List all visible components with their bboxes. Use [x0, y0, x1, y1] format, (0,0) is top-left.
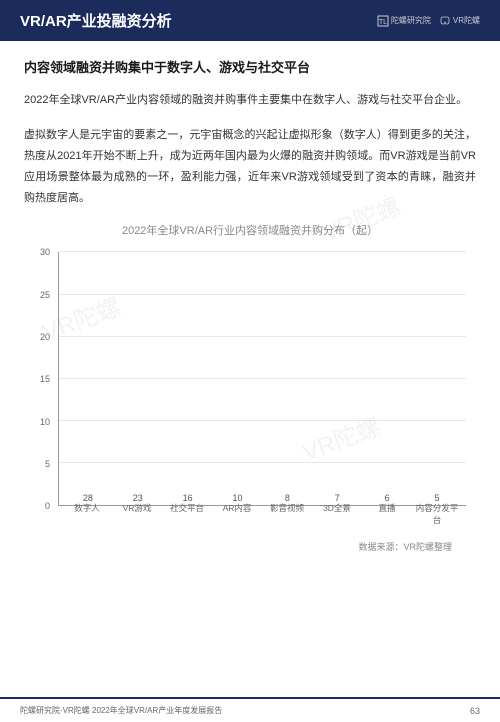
chart-title: 2022年全球VR/AR行业内容领域融资并购分布（起）: [24, 222, 476, 238]
grid-line: [59, 462, 466, 463]
y-tick-label: 30: [40, 247, 50, 257]
content-area: 内容领域融资并购集中于数字人、游戏与社交平台 2022年全球VR/AR产业内容领…: [0, 41, 500, 553]
x-axis-label: 3D全景: [313, 502, 361, 526]
y-tick-label: 20: [40, 332, 50, 342]
y-tick-label: 25: [40, 290, 50, 300]
x-axis-label: VR游戏: [113, 502, 161, 526]
bar-chart: 0 5 10 15 20 25 30 282316108765 数字人VR游戏社交平台AR内…: [34, 246, 466, 536]
chart-plot: 282316108765: [58, 252, 466, 506]
bars-container: 282316108765: [59, 252, 466, 505]
x-axis-label: 社交平台: [163, 502, 211, 526]
header-bar: VR/AR产业投融资分析 TL 陀螺研究院 VR陀螺: [0, 0, 500, 41]
page-title: VR/AR产业投融资分析: [20, 10, 172, 31]
chart-source: 数据来源：VR陀螺整理: [24, 540, 452, 553]
x-axis-label: AR内容: [213, 502, 261, 526]
grid-line: [59, 336, 466, 337]
logo-tuoluo: TL 陀螺研究院: [377, 15, 431, 27]
logo1-text: 陀螺研究院: [391, 15, 431, 26]
logo-tl-icon: TL: [377, 15, 389, 27]
section-subtitle: 内容领域融资并购集中于数字人、游戏与社交平台: [24, 57, 476, 76]
footer-text: 陀螺研究院·VR陀螺 2022年全球VR/AR产业年度发展报告: [20, 705, 222, 716]
x-axis-label: 数字人: [63, 502, 111, 526]
y-tick-label: 5: [45, 459, 50, 469]
x-axis-label: 直播: [363, 502, 411, 526]
grid-line: [59, 251, 466, 252]
x-axis-labels: 数字人VR游戏社交平台AR内容影音视频3D全景直播内容分发平台: [58, 502, 466, 526]
logo-vr-icon: [439, 15, 451, 27]
svg-text:TL: TL: [379, 19, 387, 26]
grid-line: [59, 420, 466, 421]
y-axis: 051015202530: [34, 246, 54, 506]
grid-line: [59, 378, 466, 379]
y-tick-label: 10: [40, 417, 50, 427]
x-axis-label: 内容分发平台: [413, 502, 461, 526]
logo2-text: VR陀螺: [453, 15, 480, 26]
grid-line: [59, 294, 466, 295]
y-tick-label: 15: [40, 374, 50, 384]
header-logos: TL 陀螺研究院 VR陀螺: [377, 15, 480, 27]
paragraph-2: 虚拟数字人是元宇宙的要素之一，元宇宙概念的兴起让虚拟形象（数字人）得到更多的关注…: [24, 125, 476, 209]
x-axis-label: 影音视频: [263, 502, 311, 526]
page-footer: 陀螺研究院·VR陀螺 2022年全球VR/AR产业年度发展报告 63: [0, 697, 500, 722]
paragraph-1: 2022年全球VR/AR产业内容领域的融资并购事件主要集中在数字人、游戏与社交平…: [24, 90, 476, 111]
y-tick-label: 0: [45, 501, 50, 511]
logo-vrtuoluo: VR陀螺: [439, 15, 480, 27]
page-number: 63: [470, 706, 480, 716]
